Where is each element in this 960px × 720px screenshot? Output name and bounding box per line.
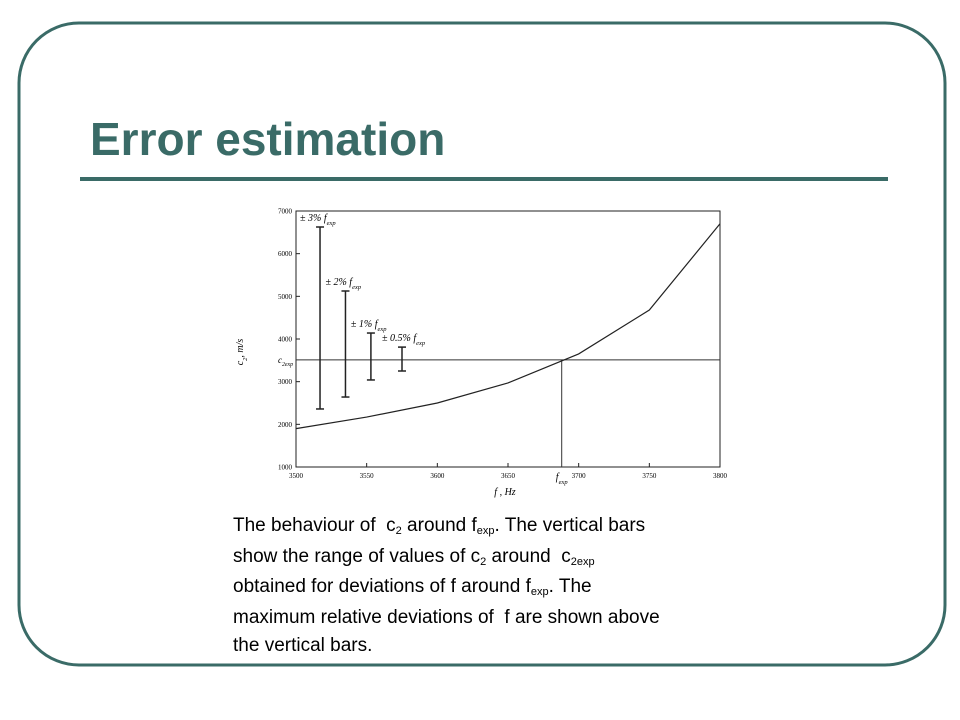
label-part: 2 [242,357,249,361]
label: fexp [556,472,569,486]
caption-line: maximum relative deviations of f are sho… [233,604,660,633]
x-tick-label: 3800 [713,472,728,480]
error-bar [316,226,325,410]
caption-text: obtained for deviations of f around f [233,576,531,597]
caption-text: around f [401,515,477,536]
caption-text: 2 [395,525,402,537]
y-tick-label: 5000 [278,293,293,301]
caption: The behaviour of c2 around fexp. The ver… [233,512,660,661]
label-part: ± 0.5% f [382,333,417,344]
y-tick-label: 2000 [278,421,293,429]
caption-line: obtained for deviations of f around fexp… [233,573,660,604]
label-part: 2exp [282,362,293,368]
caption-text: around c [486,545,571,567]
label-part: exp [352,284,362,291]
label-part: exp [416,340,426,347]
x-tick-label: 3500 [289,472,304,480]
y-tick-label: 7000 [278,208,293,216]
label: f , Hz [494,487,516,498]
caption-line: the vertical bars. [233,632,660,661]
label: c2exp [278,355,293,368]
x-tick-label: 3550 [360,472,375,480]
label: ± 1% fexp [351,319,387,333]
caption-text: show the range of values of c [233,545,481,567]
label: c2, m/s [235,339,249,366]
label-part: ± 2% f [325,277,353,288]
caption-line: The behaviour of c2 around fexp. The ver… [233,512,660,543]
error-bar [398,346,406,372]
x-tick-label: 3750 [642,472,657,480]
border [17,21,947,667]
caption-line: show the range of values of c2 around c2… [233,543,660,574]
label-part: exp [559,479,569,486]
caption-text: exp [476,525,495,537]
caption-text: the vertical bars. [233,635,373,656]
caption-text: exp [530,586,549,598]
label: ± 0.5% fexp [382,333,426,347]
caption-text: 2 [480,555,487,568]
label-part: , m/s [235,339,246,358]
error-bar [341,290,350,398]
label-part: ± 3% f [300,213,328,224]
y-tick-label: 4000 [278,336,293,344]
label-part: exp [327,220,337,227]
caption-text: maximum relative deviations of f are sho… [233,606,660,628]
caption-text: . The [548,576,592,597]
label-part: c [235,360,246,365]
x-tick-label: 3650 [501,472,516,480]
label-part: f [556,472,560,483]
plot-frame [295,210,721,468]
x-tick-label: 3700 [572,472,587,480]
caption-text: . The vertical bars [494,515,646,536]
label: ± 2% fexp [325,277,361,291]
label-part: c [278,355,282,365]
caption-text: 2exp [570,555,595,568]
curve [295,223,721,430]
y-tick-label: 3000 [278,378,293,386]
slide-title: Error estimation [90,113,446,165]
caption-text: The behaviour of c [233,515,396,536]
label-part: ± 1% f [351,319,379,330]
label-part: exp [378,326,388,333]
y-tick-label: 6000 [278,250,293,258]
label-part: f , Hz [494,487,516,498]
x-tick-label: 3600 [430,472,445,480]
label: ± 3% fexp [300,213,336,227]
y-tick-label: 1000 [278,464,293,472]
error-bar [366,332,375,381]
